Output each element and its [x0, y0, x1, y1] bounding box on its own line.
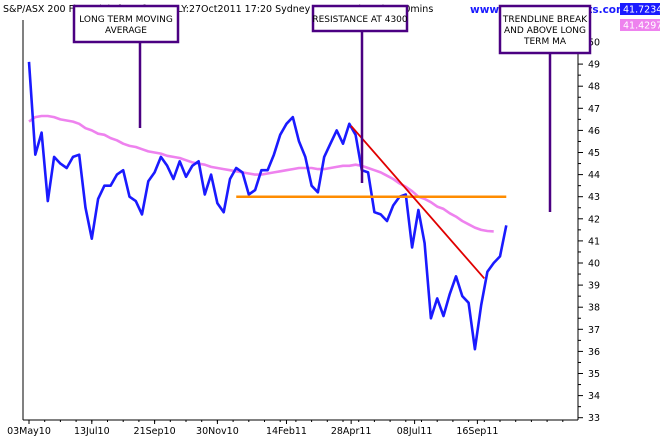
- annotation-text: TRENDLINE BREAK: [502, 15, 588, 25]
- annotation-text: LONG TERM MOVING: [79, 15, 173, 25]
- y-tick-label: 43: [588, 192, 600, 203]
- x-tick-label: 13Jul10: [74, 426, 110, 437]
- y-tick-label: 49: [588, 60, 600, 71]
- x-tick-label: 08Jul11: [397, 426, 433, 437]
- ma-price-label: 41.4297: [623, 21, 660, 32]
- y-tick-label: 35: [588, 369, 600, 380]
- axes: 33 34 35 36 37 38 39 40 41 42 43 44 45 46 47 48 49 50 03Ma…: [7, 20, 600, 437]
- last-price-label-bg: [620, 3, 660, 15]
- y-tick-label: 37: [588, 325, 600, 336]
- y-tick-label: 45: [588, 148, 600, 159]
- annotation-text: RESISTANCE AT 4300: [312, 15, 408, 25]
- annotation-text: AVERAGE: [105, 26, 147, 36]
- x-tick-label: 21Sep10: [134, 426, 176, 437]
- annotation-2: RESISTANCE AT 4300: [311, 4, 409, 183]
- y-tick-label: 39: [588, 281, 600, 292]
- y-tick-label: 48: [588, 82, 600, 93]
- y-tick-label: 38: [588, 303, 600, 314]
- annotation-text: AND ABOVE LONG: [504, 26, 586, 36]
- annotation-text: TERM MA: [523, 37, 567, 47]
- y-tick-label: 41: [588, 236, 600, 247]
- x-tick-label: 14Feb11: [266, 426, 307, 437]
- x-tick-label: 03May10: [7, 426, 51, 437]
- y-tick-label: 34: [588, 391, 600, 402]
- x-tick-label: 30Nov10: [196, 426, 239, 437]
- x-tick-label: 28Apr11: [331, 426, 372, 437]
- annotation-box: [72, 4, 180, 44]
- trendline: [350, 125, 485, 280]
- y-tick-label: 44: [588, 170, 600, 181]
- last-price-label: 41.7234: [623, 5, 660, 16]
- y-tick-label: 33: [588, 413, 600, 424]
- x-tick-label: 16Sep11: [456, 426, 498, 437]
- series-moving-average: [28, 114, 494, 233]
- price-labels: 41.7234 41.4297: [620, 3, 660, 32]
- annotation-box: [498, 4, 592, 55]
- y-tick-label: 46: [588, 126, 600, 137]
- chart-title: S&P/ASX 200 Financials [ XFJ ]:WEEKLY:27…: [3, 4, 433, 15]
- y-tick-label: 47: [588, 104, 600, 115]
- y-tick-label: 40: [588, 259, 600, 270]
- y-tick-label: 50: [588, 38, 600, 49]
- series-price: [27, 61, 508, 351]
- series-layer: [27, 61, 508, 351]
- y-tick-label: 36: [588, 347, 600, 358]
- ma-price-label-bg: [620, 19, 660, 31]
- y-tick-label: 42: [588, 214, 600, 225]
- annotation-box: [311, 4, 409, 33]
